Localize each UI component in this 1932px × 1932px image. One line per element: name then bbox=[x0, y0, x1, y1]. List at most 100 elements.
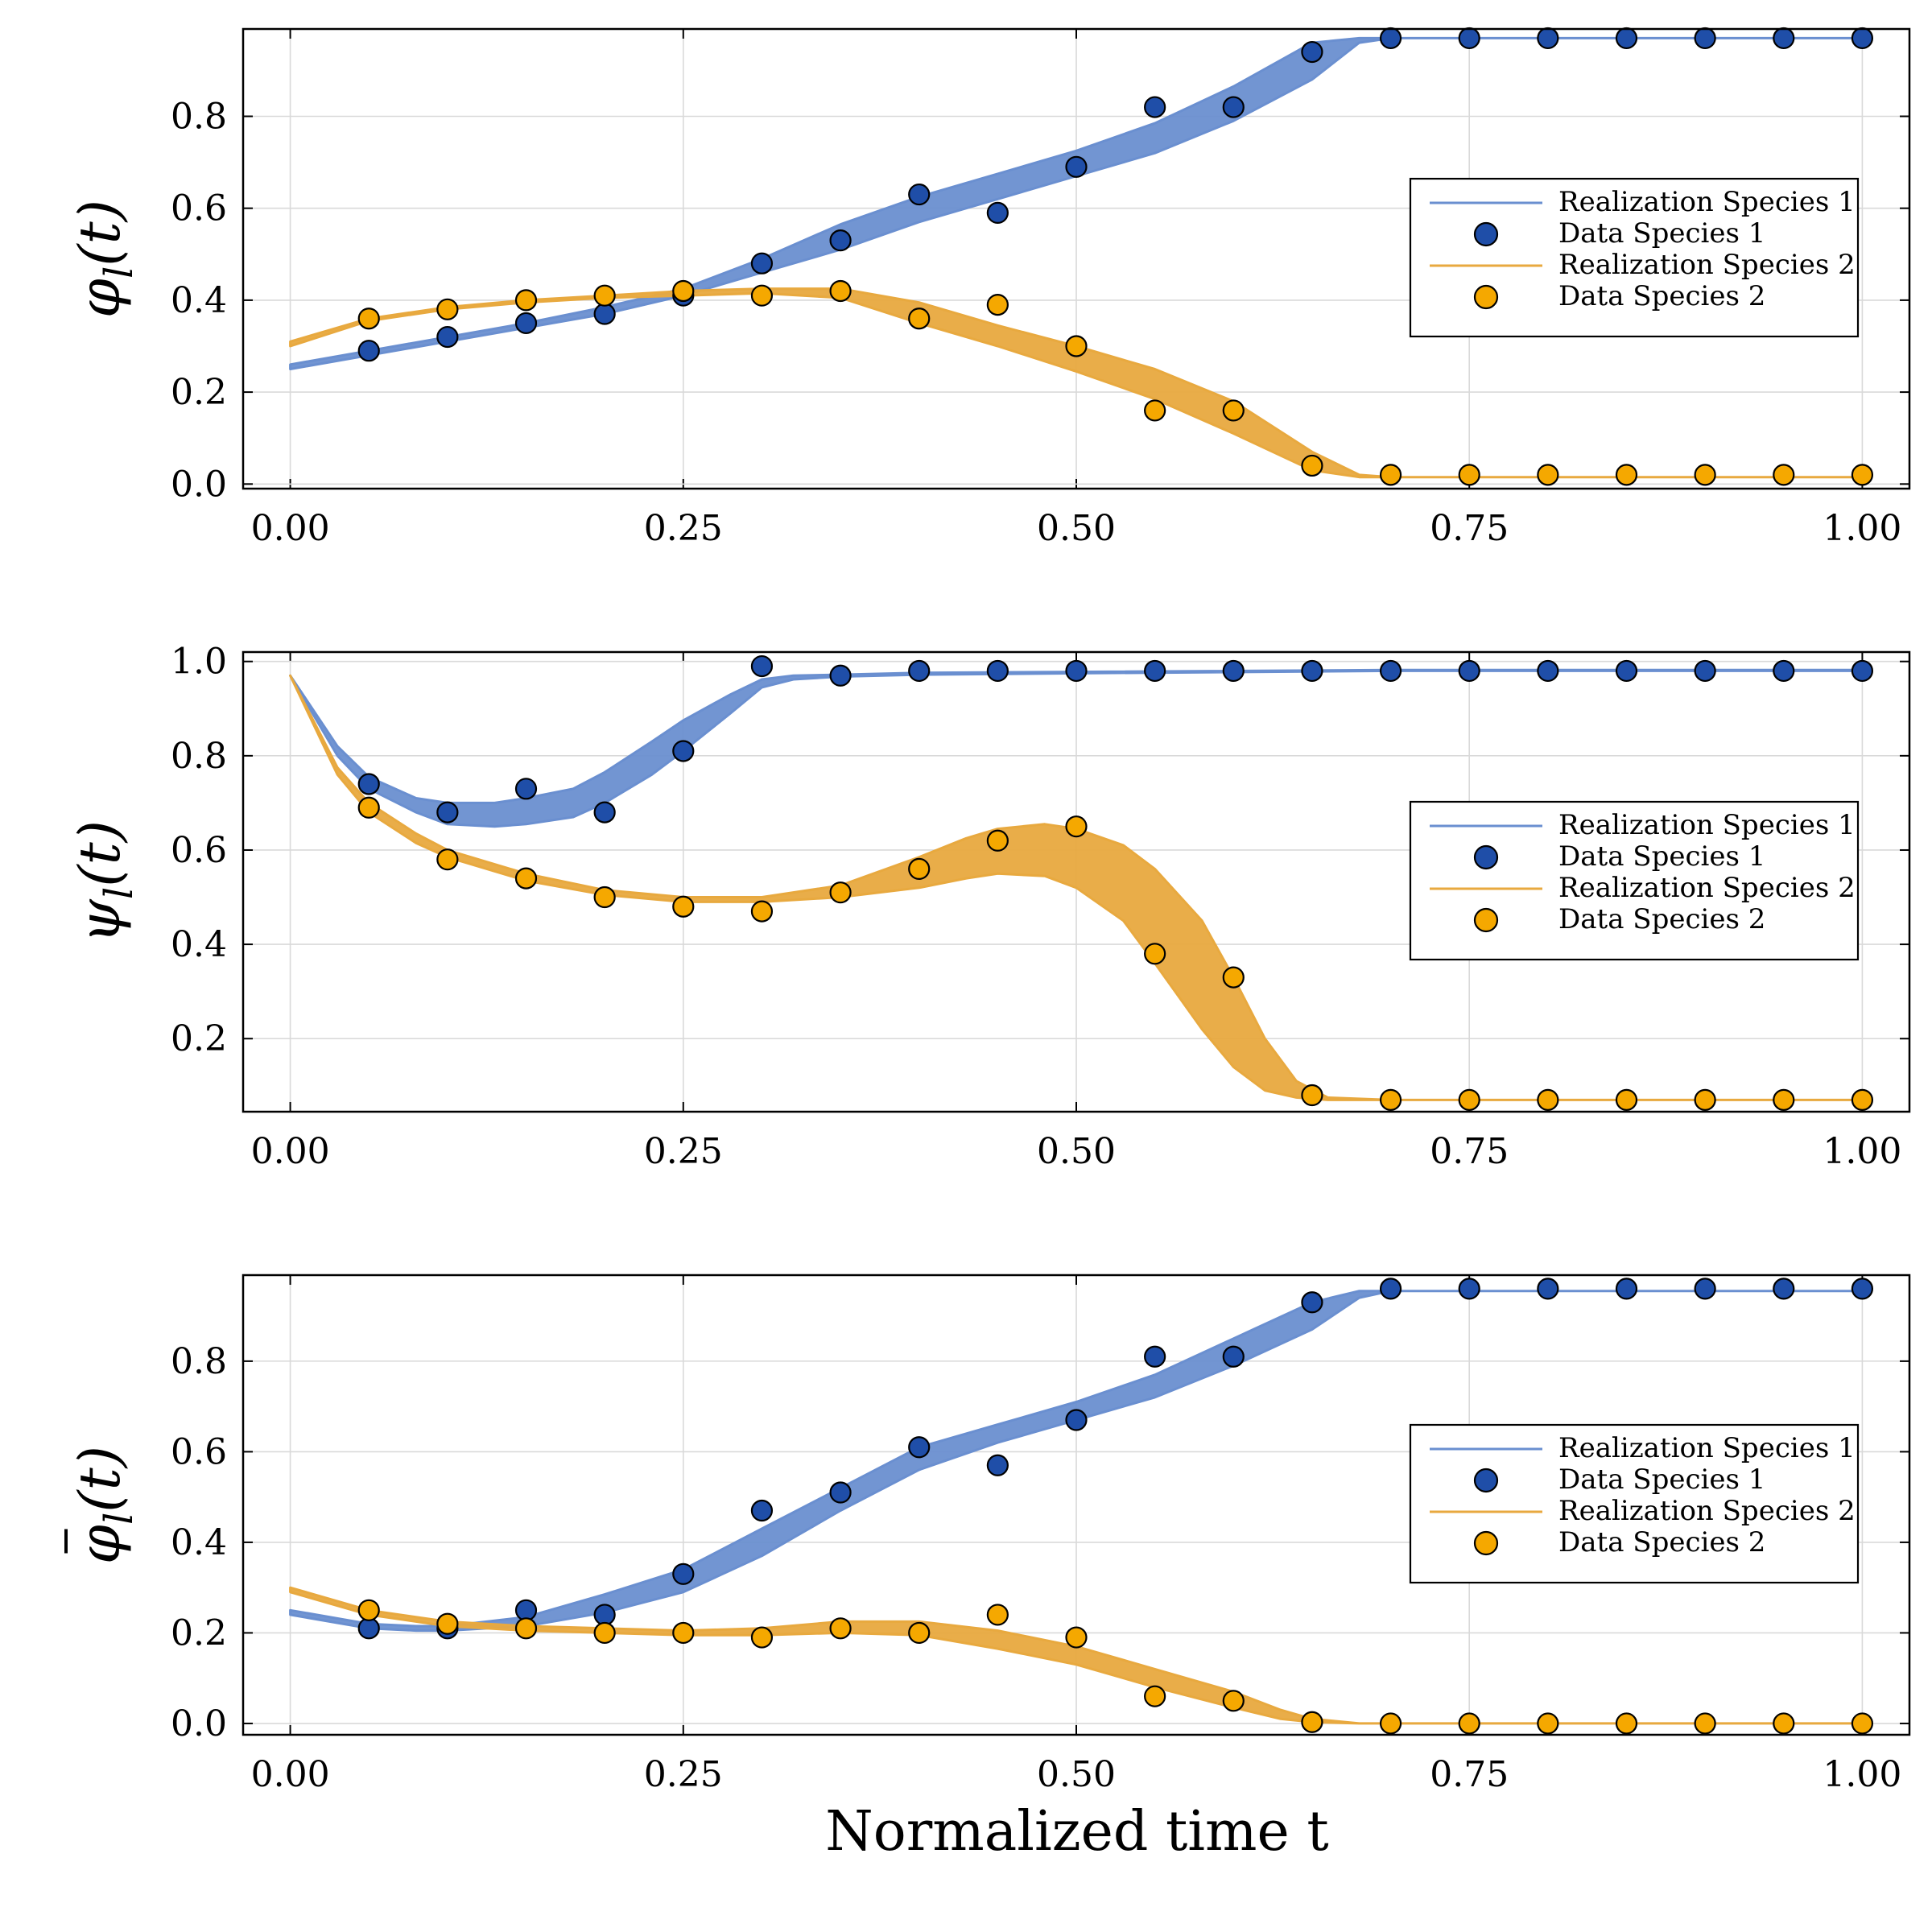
data-point-species-2 bbox=[1222, 1690, 1245, 1712]
data-point-species-2 bbox=[1144, 1685, 1166, 1707]
y-tick-label: 0.4 bbox=[171, 280, 227, 321]
data-point-species-2 bbox=[750, 1626, 774, 1649]
x-tick-label: 0.50 bbox=[1037, 1754, 1116, 1795]
y-axis-title: φl(t) bbox=[67, 1446, 142, 1564]
data-point-species-2 bbox=[1694, 1712, 1716, 1735]
x-tick-label: 0.75 bbox=[1430, 508, 1509, 549]
chart-panel-1: 0.00 0.25 0.50 0.75 1.00 0.0 0.2 0.4 0.6 0.8 φl(t)… bbox=[67, 27, 1911, 549]
y-tick-label: 0.8 bbox=[171, 1341, 227, 1382]
data-point-species-1 bbox=[1301, 1291, 1323, 1314]
data-point-species-1 bbox=[593, 1604, 616, 1626]
data-point-species-1 bbox=[986, 201, 1009, 224]
data-point-species-1 bbox=[1379, 1278, 1402, 1300]
y-axis-symbol: φ bbox=[67, 1525, 133, 1564]
chart-panel-3: 0.00 0.25 0.50 0.75 1.00 0.0 0.2 0.4 0.6 0.8 φl(t)… bbox=[64, 1274, 1911, 1795]
data-point-species-2 bbox=[829, 881, 852, 904]
y-axis-subscript: l bbox=[97, 1513, 142, 1525]
data-point-species-1 bbox=[514, 312, 538, 335]
data-point-species-1 bbox=[1144, 659, 1166, 683]
data-point-species-2 bbox=[436, 1612, 459, 1635]
y-axis-subscript: l bbox=[97, 266, 142, 279]
legend-label: Data Species 2 bbox=[1558, 903, 1765, 935]
data-point-species-2 bbox=[1144, 399, 1166, 422]
data-point-species-1 bbox=[436, 801, 459, 824]
y-axis-symbol: ψ bbox=[67, 898, 133, 943]
y-tick-label: 0.4 bbox=[171, 924, 227, 965]
data-point-species-2 bbox=[1615, 464, 1638, 486]
data-point-species-2 bbox=[436, 848, 459, 871]
x-tick-label: 0.00 bbox=[251, 1754, 330, 1795]
data-point-species-2 bbox=[357, 308, 380, 330]
data-point-species-2 bbox=[908, 857, 931, 880]
data-point-species-1 bbox=[1222, 96, 1245, 118]
y-axis-title: ψl(t) bbox=[67, 820, 142, 943]
y-tick-label: 0.6 bbox=[171, 188, 227, 229]
y-tick-label: 0.8 bbox=[171, 736, 227, 777]
data-point-species-2 bbox=[750, 284, 774, 307]
data-point-species-1 bbox=[1537, 1278, 1559, 1300]
data-point-species-1 bbox=[1773, 659, 1795, 683]
axes-frame bbox=[242, 650, 1911, 1113]
data-point-species-1 bbox=[1615, 659, 1638, 683]
data-point-species-1 bbox=[1222, 1345, 1245, 1368]
data-point-species-1 bbox=[1694, 1278, 1716, 1300]
legend-box bbox=[1409, 800, 1860, 961]
data-point-species-2 bbox=[1144, 943, 1166, 965]
data-point-species-2 bbox=[436, 298, 459, 320]
data-point-species-2 bbox=[1065, 335, 1088, 357]
data-point-species-2 bbox=[1222, 399, 1245, 422]
legend-label: Realization Species 1 bbox=[1558, 1432, 1856, 1464]
data-point-species-2 bbox=[1773, 1088, 1795, 1111]
data-point-species-2 bbox=[514, 1617, 538, 1640]
legend-box bbox=[1409, 1423, 1860, 1584]
legend-label: Realization Species 2 bbox=[1558, 249, 1856, 281]
data-point-species-2 bbox=[1458, 1088, 1480, 1111]
x-tick-label: 1.00 bbox=[1823, 1131, 1901, 1172]
data-point-species-2 bbox=[986, 294, 1009, 316]
data-point-species-2 bbox=[1773, 1712, 1795, 1735]
x-tick-label: 1.00 bbox=[1823, 508, 1901, 549]
data-point-species-2 bbox=[986, 1604, 1009, 1626]
legend-label: Data Species 1 bbox=[1558, 1463, 1765, 1496]
data-point-species-1 bbox=[1065, 659, 1088, 683]
y-axis-argument: (t) bbox=[67, 200, 133, 266]
data-point-species-1 bbox=[357, 773, 380, 795]
legend-box bbox=[1409, 177, 1860, 338]
axes-frame bbox=[242, 27, 1911, 490]
data-point-species-1 bbox=[1694, 659, 1716, 683]
data-point-species-1 bbox=[1773, 1278, 1795, 1300]
y-axis-symbol: φ bbox=[67, 279, 133, 318]
y-tick-label: 0.2 bbox=[171, 1018, 227, 1059]
data-point-species-2 bbox=[1301, 454, 1323, 477]
data-point-species-1 bbox=[436, 325, 459, 349]
data-point-species-2 bbox=[672, 279, 695, 303]
y-axis-argument: (t) bbox=[67, 1446, 133, 1513]
data-point-species-1 bbox=[1615, 1278, 1638, 1300]
data-point-species-2 bbox=[750, 900, 774, 923]
data-point-species-1 bbox=[986, 659, 1009, 683]
data-point-species-2 bbox=[1458, 1712, 1480, 1735]
y-tick-label: 0.0 bbox=[171, 464, 227, 505]
y-tick-label: 0.0 bbox=[171, 1703, 227, 1744]
data-point-species-1 bbox=[908, 659, 931, 683]
data-point-species-1 bbox=[829, 229, 852, 252]
y-axis-argument: (t) bbox=[67, 820, 133, 887]
data-point-species-1 bbox=[1851, 27, 1874, 50]
y-axis-subscript: l bbox=[97, 887, 142, 899]
data-point-species-1 bbox=[1458, 27, 1480, 50]
data-point-species-2 bbox=[1065, 815, 1088, 838]
data-point-species-2 bbox=[1694, 464, 1716, 486]
data-point-species-1 bbox=[750, 252, 774, 275]
data-point-species-2 bbox=[1773, 464, 1795, 486]
x-tick-label: 1.00 bbox=[1823, 1754, 1901, 1795]
legend-label: Data Species 2 bbox=[1558, 280, 1765, 312]
data-point-species-2 bbox=[672, 1621, 695, 1645]
data-point-species-2 bbox=[514, 289, 538, 312]
data-point-species-1 bbox=[672, 1563, 695, 1585]
legend-label: Data Species 2 bbox=[1558, 1526, 1765, 1558]
legend-label: Realization Species 2 bbox=[1558, 1495, 1856, 1527]
legend-label: Data Species 1 bbox=[1558, 217, 1765, 250]
data-point-species-2 bbox=[829, 279, 852, 303]
realization-band-species-2 bbox=[289, 1586, 1864, 1725]
